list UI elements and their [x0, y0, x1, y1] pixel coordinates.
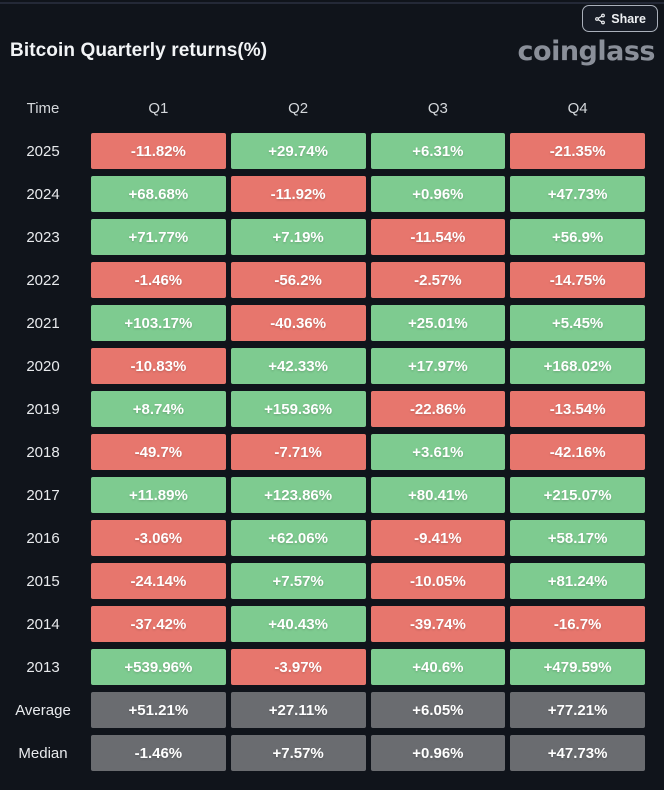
cell-median-q4: +47.73% [510, 735, 645, 771]
cell-2022-q4: -14.75% [510, 262, 645, 298]
row-label-2025: 2025 [26, 142, 60, 160]
column-header-time: Time [26, 99, 60, 117]
cell-2021-q3: +25.01% [370, 305, 506, 341]
cell-2022-q2: -56.2% [230, 262, 366, 298]
cell-2017-q3: +80.41% [370, 477, 506, 513]
cell-2020-q4: +168.02% [510, 348, 645, 384]
cell-2015-q4: +81.24% [510, 563, 645, 599]
cell-2019-q2: +159.36% [230, 391, 366, 427]
column-header-q4: Q4 [567, 99, 588, 117]
cell-2017-q1: +11.89% [91, 477, 226, 513]
cell-2017-q2: +123.86% [230, 477, 366, 513]
cell-2020-q3: +17.97% [370, 348, 506, 384]
cell-2018-q1: -49.7% [91, 434, 226, 470]
cell-2023-q3: -11.54% [370, 219, 506, 255]
row-label-2018: 2018 [26, 443, 60, 461]
cell-2025-q2: +29.74% [230, 133, 366, 169]
cell-2022-q1: -1.46% [91, 262, 226, 298]
row-label-2016: 2016 [26, 529, 60, 547]
share-nodes-icon [594, 13, 606, 25]
cell-2018-q2: -7.71% [230, 434, 366, 470]
cell-2016-q3: -9.41% [370, 520, 506, 556]
cell-2024-q2: -11.92% [230, 176, 366, 212]
cell-2023-q4: +56.9% [510, 219, 645, 255]
cell-2015-q1: -24.14% [91, 563, 226, 599]
cell-2018-q3: +3.61% [370, 434, 506, 470]
cell-2022-q3: -2.57% [370, 262, 506, 298]
row-label-2013: 2013 [26, 658, 60, 676]
returns-table: Time Q1 Q2 Q3 Q4 2025 -11.82% +29.74% +6.31% -21.… [0, 90, 664, 771]
top-divider [0, 2, 664, 4]
cell-2024-q4: +47.73% [510, 176, 645, 212]
cell-2014-q4: -16.7% [510, 606, 645, 642]
share-button-label: Share [611, 11, 646, 26]
cell-2016-q2: +62.06% [230, 520, 366, 556]
cell-2021-q4: +5.45% [510, 305, 645, 341]
cell-2013-q2: -3.97% [230, 649, 366, 685]
cell-2023-q1: +71.77% [91, 219, 226, 255]
cell-2019-q1: +8.74% [91, 391, 226, 427]
row-label-2017: 2017 [26, 486, 60, 504]
cell-2015-q3: -10.05% [370, 563, 506, 599]
cell-2023-q2: +7.19% [230, 219, 366, 255]
row-label-2014: 2014 [26, 615, 60, 633]
cell-2013-q3: +40.6% [370, 649, 506, 685]
page-title: Bitcoin Quarterly returns(%) [10, 40, 268, 61]
cell-2025-q1: -11.82% [91, 133, 226, 169]
cell-2014-q3: -39.74% [370, 606, 506, 642]
cell-average-q1: +51.21% [91, 692, 226, 728]
cell-2014-q1: -37.42% [91, 606, 226, 642]
row-label-average: Average [15, 701, 71, 719]
cell-2019-q4: -13.54% [510, 391, 645, 427]
cell-2014-q2: +40.43% [230, 606, 366, 642]
row-label-2023: 2023 [26, 228, 60, 246]
cell-2025-q4: -21.35% [510, 133, 645, 169]
coinglass-logo: coinglass [517, 35, 656, 67]
column-header-q2: Q2 [288, 99, 309, 117]
row-label-2022: 2022 [26, 271, 60, 289]
cell-median-q2: +7.57% [230, 735, 366, 771]
cell-2025-q3: +6.31% [370, 133, 506, 169]
cell-2020-q2: +42.33% [230, 348, 366, 384]
cell-2024-q3: +0.96% [370, 176, 506, 212]
row-label-median: Median [18, 744, 68, 762]
cell-2016-q4: +58.17% [510, 520, 645, 556]
cell-2013-q1: +539.96% [91, 649, 226, 685]
share-button[interactable]: Share [582, 5, 658, 32]
cell-2016-q1: -3.06% [91, 520, 226, 556]
cell-2013-q4: +479.59% [510, 649, 645, 685]
cell-median-q1: -1.46% [91, 735, 226, 771]
row-label-2015: 2015 [26, 572, 60, 590]
cell-average-q2: +27.11% [230, 692, 366, 728]
cell-2019-q3: -22.86% [370, 391, 506, 427]
cell-2021-q1: +103.17% [91, 305, 226, 341]
cell-average-q3: +6.05% [370, 692, 506, 728]
cell-median-q3: +0.96% [370, 735, 506, 771]
row-label-2021: 2021 [26, 314, 60, 332]
cell-average-q4: +77.21% [510, 692, 645, 728]
cell-2015-q2: +7.57% [230, 563, 366, 599]
column-header-q1: Q1 [148, 99, 169, 117]
column-header-q3: Q3 [427, 99, 448, 117]
row-label-2020: 2020 [26, 357, 60, 375]
row-label-2024: 2024 [26, 185, 60, 203]
cell-2021-q2: -40.36% [230, 305, 366, 341]
cell-2018-q4: -42.16% [510, 434, 645, 470]
title-row: Bitcoin Quarterly returns(%) coinglass [0, 36, 664, 66]
cell-2017-q4: +215.07% [510, 477, 645, 513]
cell-2024-q1: +68.68% [91, 176, 226, 212]
cell-2020-q1: -10.83% [91, 348, 226, 384]
row-label-2019: 2019 [26, 400, 60, 418]
